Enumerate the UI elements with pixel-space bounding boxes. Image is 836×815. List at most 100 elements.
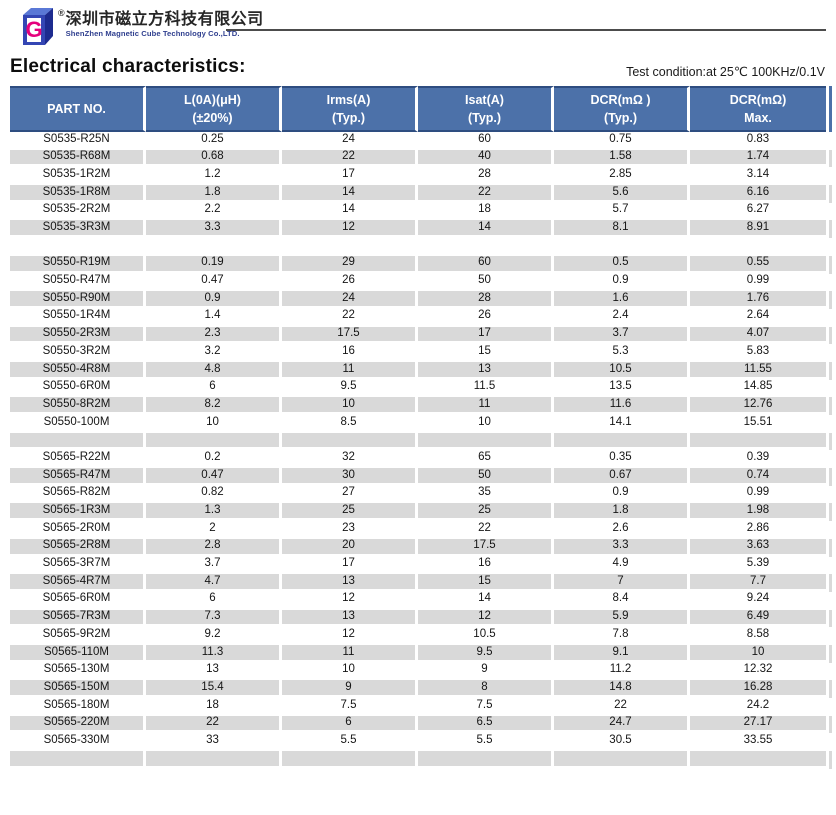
value-cell: 5.3: [554, 344, 690, 362]
value-cell: 3.2: [146, 344, 282, 362]
value-cell: 16: [418, 556, 554, 575]
value-cell: 25: [282, 503, 418, 522]
value-cell: 1.3: [146, 503, 282, 522]
value-cell: 1.58: [554, 149, 690, 168]
value-cell: 11: [282, 361, 418, 380]
value-cell: 13: [418, 361, 554, 380]
part-number-cell: S0565-4R7M: [10, 574, 146, 592]
value-cell: 22: [146, 715, 282, 734]
edge-sliver-row-segment: [829, 309, 832, 327]
value-cell: 9.5: [282, 379, 418, 398]
value-cell: 6.49: [690, 609, 826, 628]
value-cell: 8.1: [554, 220, 690, 239]
part-number-cell: S0550-4R8M: [10, 361, 146, 380]
spacer-cell: [418, 432, 554, 451]
part-number-cell: S0565-1R3M: [10, 503, 146, 522]
edge-sliver-row-segment: [829, 255, 832, 274]
table-row: S0565-2R0M 2 23 22 2.6 2.86: [10, 521, 826, 539]
edge-sliver-row-segment: [829, 680, 832, 698]
part-number-cell: S0565-7R3M: [10, 609, 146, 628]
value-cell: 0.5: [554, 255, 690, 274]
value-cell: 13: [282, 574, 418, 592]
value-cell: 3.7: [146, 556, 282, 575]
value-cell: 29: [282, 255, 418, 274]
table-row: S0565-R47M 0.47 30 50 0.67 0.74: [10, 468, 826, 486]
part-number-cell: S0565-330M: [10, 733, 146, 752]
value-cell: 2.86: [690, 521, 826, 539]
edge-sliver-row-segment: [829, 238, 832, 256]
table-row: S0550-2R3M 2.3 17.5 17 3.7 4.07: [10, 326, 826, 345]
value-cell: 12.76: [690, 397, 826, 415]
value-cell: 2.8: [146, 538, 282, 557]
table-row: S0550-R47M 0.47 26 50 0.9 0.99: [10, 273, 826, 292]
table-row: S0550-1R4M 1.4 22 26 2.4 2.64: [10, 308, 826, 327]
value-cell: 24: [282, 291, 418, 309]
value-cell: 14: [418, 220, 554, 239]
value-cell: 0.82: [146, 485, 282, 504]
value-cell: 12: [418, 609, 554, 628]
value-cell: 26: [282, 273, 418, 292]
value-cell: 9.2: [146, 627, 282, 645]
value-cell: 1.4: [146, 308, 282, 327]
value-cell: 0.35: [554, 450, 690, 469]
column-header-dcr-typ: DCR(mΩ ) (Typ.): [554, 86, 690, 132]
edge-sliver-row-segment: [829, 627, 832, 645]
part-number-cell: S0565-R47M: [10, 468, 146, 486]
edge-sliver-row-segment: [829, 644, 832, 663]
value-cell: 9: [418, 662, 554, 681]
value-cell: 22: [282, 149, 418, 168]
value-cell: 2.85: [554, 167, 690, 186]
value-cell: 13: [146, 662, 282, 681]
value-cell: 3.3: [554, 538, 690, 557]
table-row: S0565-9R2M 9.2 12 10.5 7.8 8.58: [10, 627, 826, 645]
column-header-isat: Isat(A) (Typ.): [418, 86, 554, 132]
spacer-cell: [554, 432, 690, 451]
column-header-label: Isat(A): [465, 92, 504, 107]
spacer-cell: [690, 432, 826, 451]
part-number-cell: S0535-1R2M: [10, 167, 146, 186]
edge-sliver-row-segment: [829, 167, 832, 185]
value-cell: 9.1: [554, 644, 690, 663]
edge-sliver-row-segment: [829, 450, 832, 468]
value-cell: 10.5: [554, 361, 690, 380]
part-number-cell: S0550-R90M: [10, 291, 146, 309]
table-row: S0535-2R2M 2.2 14 18 5.7 6.27: [10, 202, 826, 221]
value-cell: 2.6: [554, 521, 690, 539]
value-cell: 0.9: [554, 273, 690, 292]
table-row: S0550-R90M 0.9 24 28 1.6 1.76: [10, 291, 826, 309]
section-spacer-row: [10, 432, 826, 451]
value-cell: 5.5: [418, 733, 554, 752]
value-cell: 8.91: [690, 220, 826, 239]
value-cell: 16: [282, 344, 418, 362]
value-cell: 7.7: [690, 574, 826, 592]
value-cell: 14: [282, 202, 418, 221]
spacer-cell: [146, 432, 282, 451]
table-row: S0565-3R7M 3.7 17 16 4.9 5.39: [10, 556, 826, 575]
column-header-label: DCR(mΩ): [729, 92, 787, 107]
value-cell: 2: [146, 521, 282, 539]
company-name-cn: 深圳市磁立方科技有限公司: [65, 11, 264, 28]
part-number-cell: S0535-1R8M: [10, 185, 146, 203]
part-number-cell: S0550-8R2M: [10, 397, 146, 415]
part-number-cell: S0550-R19M: [10, 255, 146, 274]
value-cell: 5.7: [554, 202, 690, 221]
electrical-characteristics-table: PART NO. L(0A)(μH) (±20%) Irms(A) (Typ.)…: [10, 86, 826, 769]
value-cell: 17.5: [282, 326, 418, 345]
value-cell: 0.99: [690, 273, 826, 292]
edge-sliver-row-segment: [829, 592, 832, 610]
value-cell: 12: [282, 591, 418, 610]
spacer-cell: [282, 238, 418, 256]
value-cell: 10: [282, 662, 418, 681]
value-cell: 6: [146, 379, 282, 398]
table-row: S0550-6R0M 6 9.5 11.5 13.5 14.85: [10, 379, 826, 398]
table-row: S0565-R22M 0.2 32 65 0.35 0.39: [10, 450, 826, 469]
value-cell: 22: [554, 698, 690, 716]
edge-sliver-row-segment: [829, 344, 832, 362]
part-number-cell: S0550-3R2M: [10, 344, 146, 362]
value-cell: 0.9: [554, 485, 690, 504]
edge-sliver-row-segment: [829, 557, 832, 575]
value-cell: 5.9: [554, 609, 690, 628]
edge-sliver-row-segment: [829, 132, 832, 150]
value-cell: 6.27: [690, 202, 826, 221]
value-cell: 28: [418, 291, 554, 309]
